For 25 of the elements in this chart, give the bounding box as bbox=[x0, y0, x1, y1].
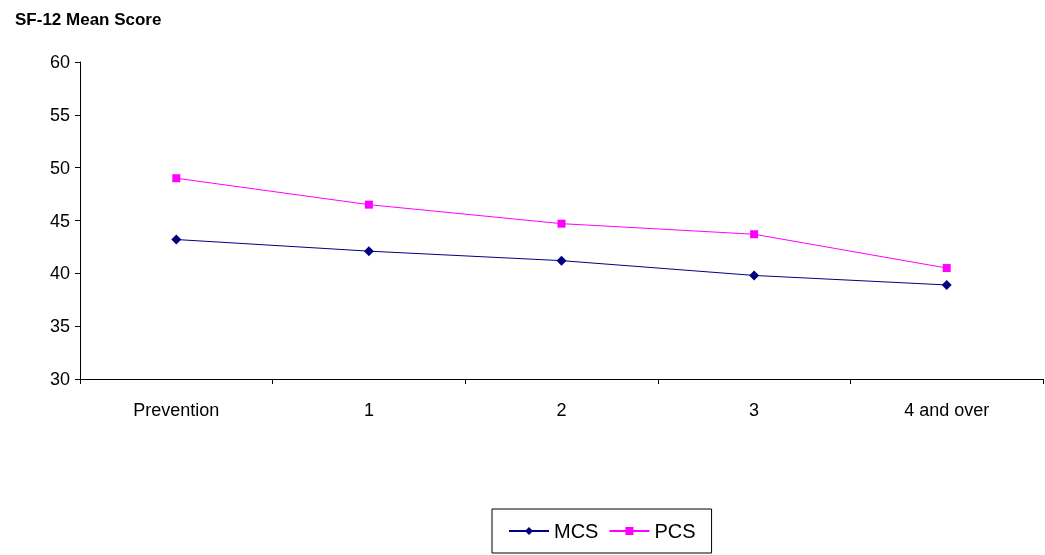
y-tick-label: 30 bbox=[49, 369, 70, 389]
x-tick-label: 2 bbox=[556, 400, 567, 420]
point bbox=[363, 246, 374, 257]
x-tick-label: Prevention bbox=[133, 400, 220, 420]
y-tick-label: 35 bbox=[49, 316, 70, 337]
y-tick-label: 55 bbox=[49, 104, 70, 125]
legend-label: PCS bbox=[654, 520, 696, 542]
legend-label: MCS bbox=[554, 520, 599, 542]
y-tick-label: 40 bbox=[49, 263, 70, 284]
point bbox=[749, 270, 760, 281]
y-tick-label: 45 bbox=[49, 210, 70, 231]
x-tick-label: 3 bbox=[749, 400, 760, 420]
x-tick-label: 1 bbox=[363, 400, 374, 420]
point bbox=[364, 200, 373, 209]
point bbox=[171, 234, 182, 245]
point bbox=[556, 255, 567, 266]
point bbox=[750, 230, 759, 239]
x-tick-label: 4 and over bbox=[904, 400, 990, 420]
point bbox=[942, 264, 951, 273]
chart-title: SF-12 Mean Score bbox=[15, 10, 162, 29]
point bbox=[172, 174, 181, 183]
y-tick-label: 50 bbox=[49, 157, 70, 178]
y-tick-label: 60 bbox=[49, 52, 70, 72]
point bbox=[941, 279, 952, 290]
point bbox=[557, 219, 566, 228]
